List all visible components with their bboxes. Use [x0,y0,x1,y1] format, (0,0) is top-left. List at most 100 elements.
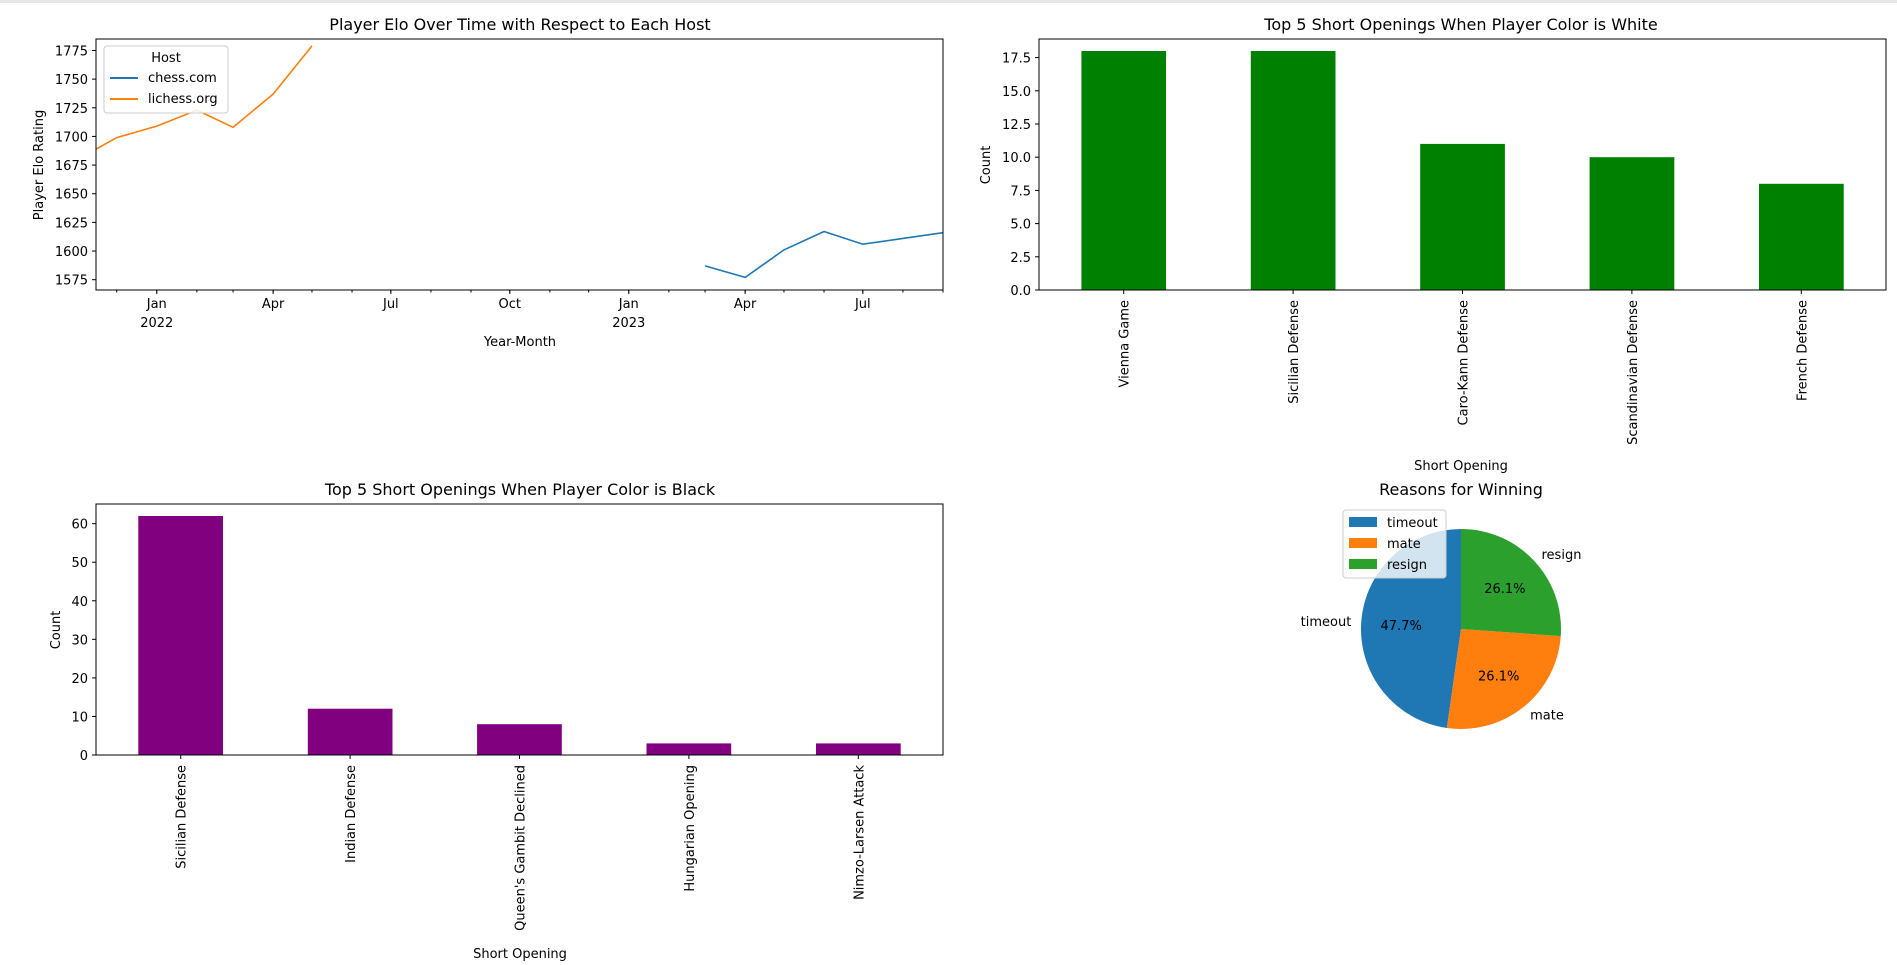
x-tick-label: Oct [499,297,521,312]
elo-y-axis-label: Player Elo Rating [32,110,47,220]
y-tick-label: 17.5 [1002,52,1031,67]
x-tick-label: Apr [262,297,285,312]
white-bar-caro-kann-defense [1420,143,1505,290]
y-tick-label: 12.5 [1002,118,1031,133]
x-tick-label: Jan [618,297,639,312]
y-tick-label: 0.0 [1010,284,1031,299]
y-tick-label: 5.0 [1010,218,1031,233]
white-x-ticks: Vienna Game Sicilian Defense Caro-Kann Def… [1118,290,1810,445]
y-tick-label: 1625 [55,216,88,231]
y-tick-label: 2.5 [1010,251,1031,266]
white-bar-vienna-game [1081,51,1167,290]
white-bars [1081,51,1844,290]
legend-label-chess-com: chess.com [148,71,217,86]
elo-line-chart: Player Elo Over Time with Respect to Eac… [32,15,944,350]
white-bar-french-defense [1759,183,1844,290]
x-tick-label-french-defense: French Defense [1795,300,1810,401]
legend-label-lichess-org: lichess.org [148,92,218,107]
elo-legend-box [103,45,229,114]
pie-pct-label-mate: 26.1% [1478,670,1519,685]
series-line-chess-com [704,230,943,279]
elo-legend-title: Host [151,51,181,66]
window-top-border [0,0,1897,3]
y-tick-label: 40 [71,595,88,610]
pie-pct-label-timeout: 47.7% [1381,619,1422,634]
black-bar-sicilian-defense [138,516,223,755]
elo-y-ticks: 1575 1600 1625 1650 1675 1700 1725 1750 1775 [55,44,96,289]
x-tick-year-label: 2022 [140,316,173,331]
y-tick-label: 20 [71,672,88,687]
y-tick-label: 30 [71,633,88,648]
pie-slices [1361,529,1562,729]
pie-slice-label-timeout: timeout [1301,615,1352,630]
white-bar-scandinavian-defense [1589,157,1675,290]
y-tick-label: 1700 [55,130,88,145]
x-tick-year-label: 2023 [612,316,645,331]
x-tick-label-queen-s-gambit-declined: Queen's Gambit Declined [514,765,529,931]
y-tick-label: 15.0 [1002,85,1031,100]
black-plot-frame [95,503,944,756]
pie-legend-label-resign: resign [1387,558,1427,573]
pie-labels: 47.7% timeout 26.1% mate 26.1% resign [1301,548,1582,724]
y-tick-label: 1575 [55,274,88,289]
black-x-axis-label: Short Opening [473,947,567,962]
white-y-ticks: 0.0 2.5 5.0 7.5 10.0 12.5 15.0 17.5 [1002,52,1039,299]
black-bar-indian-defense [307,708,393,755]
white-y-axis-label: Count [979,146,994,185]
black-x-ticks: Sicilian Defense Indian Defense Queen's Ga… [175,755,867,931]
white-x-axis-label: Short Opening [1414,459,1508,474]
x-tick-label-hungarian-opening: Hungarian Opening [683,765,698,892]
pie-legend-swatch-mate [1349,538,1377,548]
pie-slice-label-resign: resign [1542,548,1582,563]
black-bars [138,516,901,755]
x-tick-label: Jul [854,297,871,312]
black-chart-title: Top 5 Short Openings When Player Color i… [324,480,716,499]
x-tick-label-caro-kann-defense: Caro-Kann Defense [1457,300,1472,425]
x-tick-label-sicilian-defense: Sicilian Defense [1287,300,1302,404]
y-tick-label: 1600 [55,245,88,260]
pie-slice-timeout [1361,529,1461,728]
black-y-ticks: 0 10 20 30 40 50 60 [71,518,96,764]
pie-pct-label-resign: 26.1% [1484,582,1525,597]
y-tick-label: 1650 [55,188,88,203]
pie-legend-swatch-timeout [1349,517,1377,527]
winning-reasons-pie-chart: Reasons for Winning 47.7% timeout 26.1% mat… [1301,480,1582,729]
x-tick-label: Apr [734,297,757,312]
y-tick-label: 1750 [55,73,88,88]
x-tick-label-vienna-game: Vienna Game [1118,300,1133,388]
black-y-axis-label: Count [49,611,64,650]
y-tick-label: 1725 [55,102,88,117]
pie-slice-mate [1446,629,1561,729]
y-tick-label: 10.0 [1002,151,1031,166]
white-chart-title: Top 5 Short Openings When Player Color i… [1263,15,1657,34]
x-tick-label-scandinavian-defense: Scandinavian Defense [1626,300,1641,445]
y-tick-label: 10 [71,710,88,725]
y-tick-label: 0 [80,749,88,764]
pie-legend-label-timeout: timeout [1387,516,1438,531]
black-openings-bar-chart: Top 5 Short Openings When Player Color i… [49,480,944,962]
x-tick-label: Jul [382,297,399,312]
black-bar-queen-s-gambit-declined [477,724,562,755]
pie-slice-resign [1461,529,1562,637]
white-openings-bar-chart: Top 5 Short Openings When Player Color i… [979,15,1887,474]
elo-x-ticks: Jan 2022 Apr Jul Oct Jan 2023 Apr Jul [116,290,944,331]
y-tick-label: 60 [71,518,88,533]
y-tick-label: 7.5 [1010,184,1031,199]
elo-legend: Host chess.com lichess.org [103,45,229,114]
y-tick-label: 1675 [55,159,88,174]
black-bar-hungarian-opening [646,743,732,755]
white-bar-sicilian-defense [1250,51,1336,290]
y-tick-label: 50 [71,556,88,571]
x-tick-label-indian-defense: Indian Defense [344,765,359,863]
y-tick-label: 1775 [55,44,88,59]
pie-chart-title: Reasons for Winning [1379,480,1543,499]
x-tick-label-nimzo-larsen-attack: Nimzo-Larsen Attack [852,765,867,900]
pie-legend: timeout mate resign [1342,509,1447,579]
x-tick-label: Jan [146,297,167,312]
pie-legend-label-mate: mate [1387,537,1421,552]
elo-x-axis-label: Year-Month [483,335,556,350]
x-tick-label-sicilian-defense: Sicilian Defense [175,765,190,869]
pie-legend-swatch-resign [1349,559,1377,569]
black-bar-nimzo-larsen-attack [816,743,901,755]
